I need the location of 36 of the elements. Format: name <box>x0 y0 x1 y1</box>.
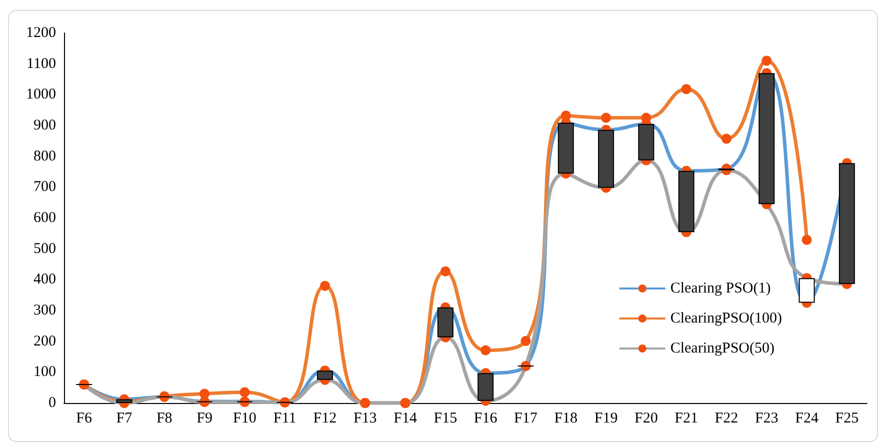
x-tick-label: F12 <box>313 410 337 426</box>
y-tick-label: 800 <box>34 148 56 164</box>
legend-label: Clearing PSO(1) <box>670 280 771 296</box>
x-tick-label: F6 <box>76 410 92 426</box>
y-tick-label: 700 <box>34 179 56 196</box>
legend-label: ClearingPSO(50) <box>670 340 775 356</box>
y-tick-label: 1100 <box>26 56 56 72</box>
x-tick-label: F17 <box>514 410 538 426</box>
y-tick-label: 100 <box>34 364 56 380</box>
x-tick-label: F15 <box>434 410 458 426</box>
x-tick-label: F16 <box>474 410 498 426</box>
x-tick-label: F8 <box>156 410 172 426</box>
y-tick-label: 1000 <box>26 86 56 103</box>
y-tick-label: 200 <box>34 333 56 350</box>
x-tick-label: F25 <box>835 410 859 426</box>
x-tick-label: F23 <box>754 410 778 426</box>
x-tick-label: F21 <box>674 410 698 426</box>
x-tick-label: F9 <box>196 410 212 426</box>
x-tick-label: F14 <box>394 410 418 426</box>
x-tick-label: F11 <box>273 410 296 426</box>
y-tick-label: 400 <box>34 272 56 288</box>
x-tick-label: F22 <box>714 410 738 426</box>
x-tick-label: F7 <box>116 410 133 426</box>
y-tick-label: 900 <box>34 118 56 134</box>
y-tick-label: 500 <box>34 240 56 257</box>
y-tick-label: 1200 <box>26 25 56 41</box>
x-tick-label: F24 <box>795 410 819 426</box>
x-tick-label: F13 <box>353 410 377 426</box>
x-tick-label: F18 <box>554 410 578 426</box>
y-tick-label: 300 <box>34 302 56 318</box>
y-tick-label: 0 <box>48 395 56 411</box>
legend-label: ClearingPSO(100) <box>670 310 782 326</box>
y-tick-label: 600 <box>34 210 56 226</box>
x-tick-label: F10 <box>233 410 256 426</box>
x-tick-label: F20 <box>634 410 658 426</box>
x-tick-label: F19 <box>594 410 618 426</box>
